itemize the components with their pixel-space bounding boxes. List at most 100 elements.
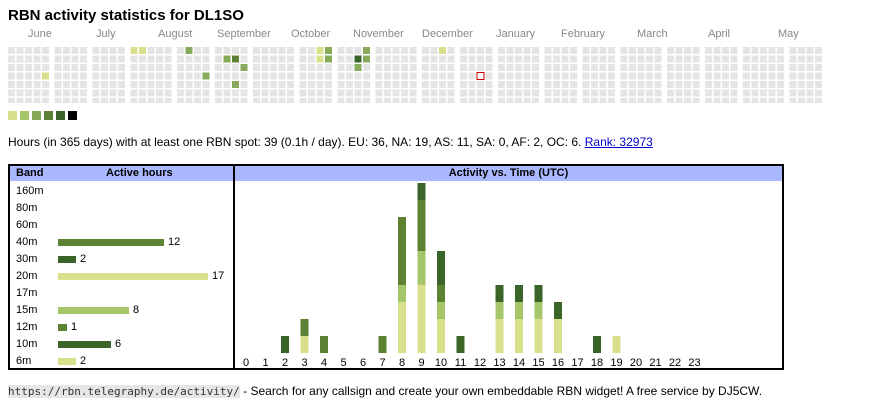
calendar-day-cell [620,55,628,63]
time-tick-label: 8 [399,357,405,368]
calendar-day-cell [789,98,797,103]
calendar-day-cell [384,98,391,103]
calendar-day-cell [789,89,797,97]
time-tick-label: 2 [282,357,288,368]
band-row: 60m [10,217,233,234]
activity-time-chart: 0 1 2 3 4 5 6 7 8 9 10 11 12 13 14 15 16 17 18 19 20 21 22 23 [243,183,701,368]
calendar-day-cell [591,72,598,80]
calendar-day-cell [308,72,315,80]
calendar-day-cell [401,64,408,71]
calendar-day-cell [468,55,476,63]
month-label: March [637,28,668,40]
time-tick-label: 16 [552,357,564,368]
time-bar-segment [437,285,445,302]
calendar-day-cell [760,81,767,88]
calendar-day-cell [532,89,539,97]
calendar-day-cell [54,98,62,103]
calendar-day-cell [684,72,691,80]
calendar-day-cell [561,55,569,63]
calendar-day-cell [118,89,125,97]
band-value: 8 [133,304,140,316]
calendar-day-cell [261,72,269,80]
band-row: 30m 2 [10,251,233,268]
calendar-day-cell [544,47,552,54]
calendar-day-cell [118,47,125,54]
calendar-day-cell [147,72,155,80]
calendar-day-cell [384,72,391,80]
calendar-day-cell [692,47,700,54]
calendar-day-cell [316,55,324,63]
calendar-day-cell [637,89,645,97]
calendar-day-cell [354,47,362,54]
calendar-day-cell [130,55,138,63]
calendar-day-cell [523,55,531,63]
calendar-day-cell [316,89,324,97]
calendar-day-cell [532,81,539,88]
calendar-day-cell [363,89,370,97]
calendar-day-cell [346,55,353,63]
calendar-day-cell [498,72,505,80]
calendar-day-cell [447,98,455,103]
calendar-day-cell [806,72,814,80]
calendar-day-cell [392,98,400,103]
calendar-day-cell [582,72,590,80]
calendar-day-cell [375,98,383,103]
calendar-day-cell [278,55,286,63]
calendar-day-cell [375,81,383,88]
calendar-day-cell [561,64,569,71]
time-bar-segment [534,319,543,353]
calendar-day-cell [346,81,353,88]
time-bar-segment [515,285,523,302]
calendar-day-cell [164,98,172,103]
calendar-day-cell [515,81,522,88]
calendar-day-cell [777,47,784,54]
calendar-day-cell [498,81,505,88]
calendar-day-cell [354,55,362,63]
calendar-day-cell [194,72,201,80]
calendar-day-cell [485,64,493,71]
calendar-day-cell [185,89,193,97]
calendar-day-cell [278,64,286,71]
calendar-day-cell [646,81,653,88]
calendar-day-cell [337,89,345,97]
calendar-day-cell [194,89,201,97]
time-tick-label: 21 [649,357,661,368]
time-bar-segment [417,200,426,251]
calendar-day-cell [363,64,370,71]
band-label: 80m [16,202,38,214]
time-bar-segment [495,285,504,302]
calendar-day-cell [675,55,683,63]
calendar-day-cell [33,89,41,97]
time-bar-segment [612,336,621,353]
band-label: 20m [16,270,38,282]
calendar-day-cell [777,64,784,71]
rank-link[interactable]: Rank: 32973 [584,135,653,149]
calendar-day-cell [63,64,70,71]
calendar-day-cell [692,98,700,103]
calendar-day-cell [92,64,100,71]
calendar-day-cell [544,98,552,103]
calendar-day-cell [325,47,332,54]
calendar-day-cell [654,64,662,71]
calendar-day-cell [561,89,569,97]
calendar-day-cell [654,72,662,80]
calendar-day-cell [629,89,636,97]
calendar-day-cell [185,81,193,88]
footer-url[interactable]: https://rbn.telegraphy.de/activity/ [8,385,240,398]
calendar-day-cell [705,81,712,88]
time-bar-segment [515,302,523,319]
calendar-day-cell [798,55,805,63]
calendar-day-cell [532,55,539,63]
calendar-day-cell [16,98,24,103]
band-row: 17m [10,285,233,302]
calendar-day-cell [523,47,531,54]
calendar-day-cell [667,98,674,103]
calendar-day-cell [506,72,514,80]
calendar-day-cell [599,98,607,103]
calendar-day-cell [447,55,455,63]
calendar-day-cell [270,98,277,103]
calendar-day-cell [570,55,577,63]
calendar-day-cell [346,89,353,97]
calendar-day-cell [789,64,797,71]
calendar-day-cell [80,98,87,103]
